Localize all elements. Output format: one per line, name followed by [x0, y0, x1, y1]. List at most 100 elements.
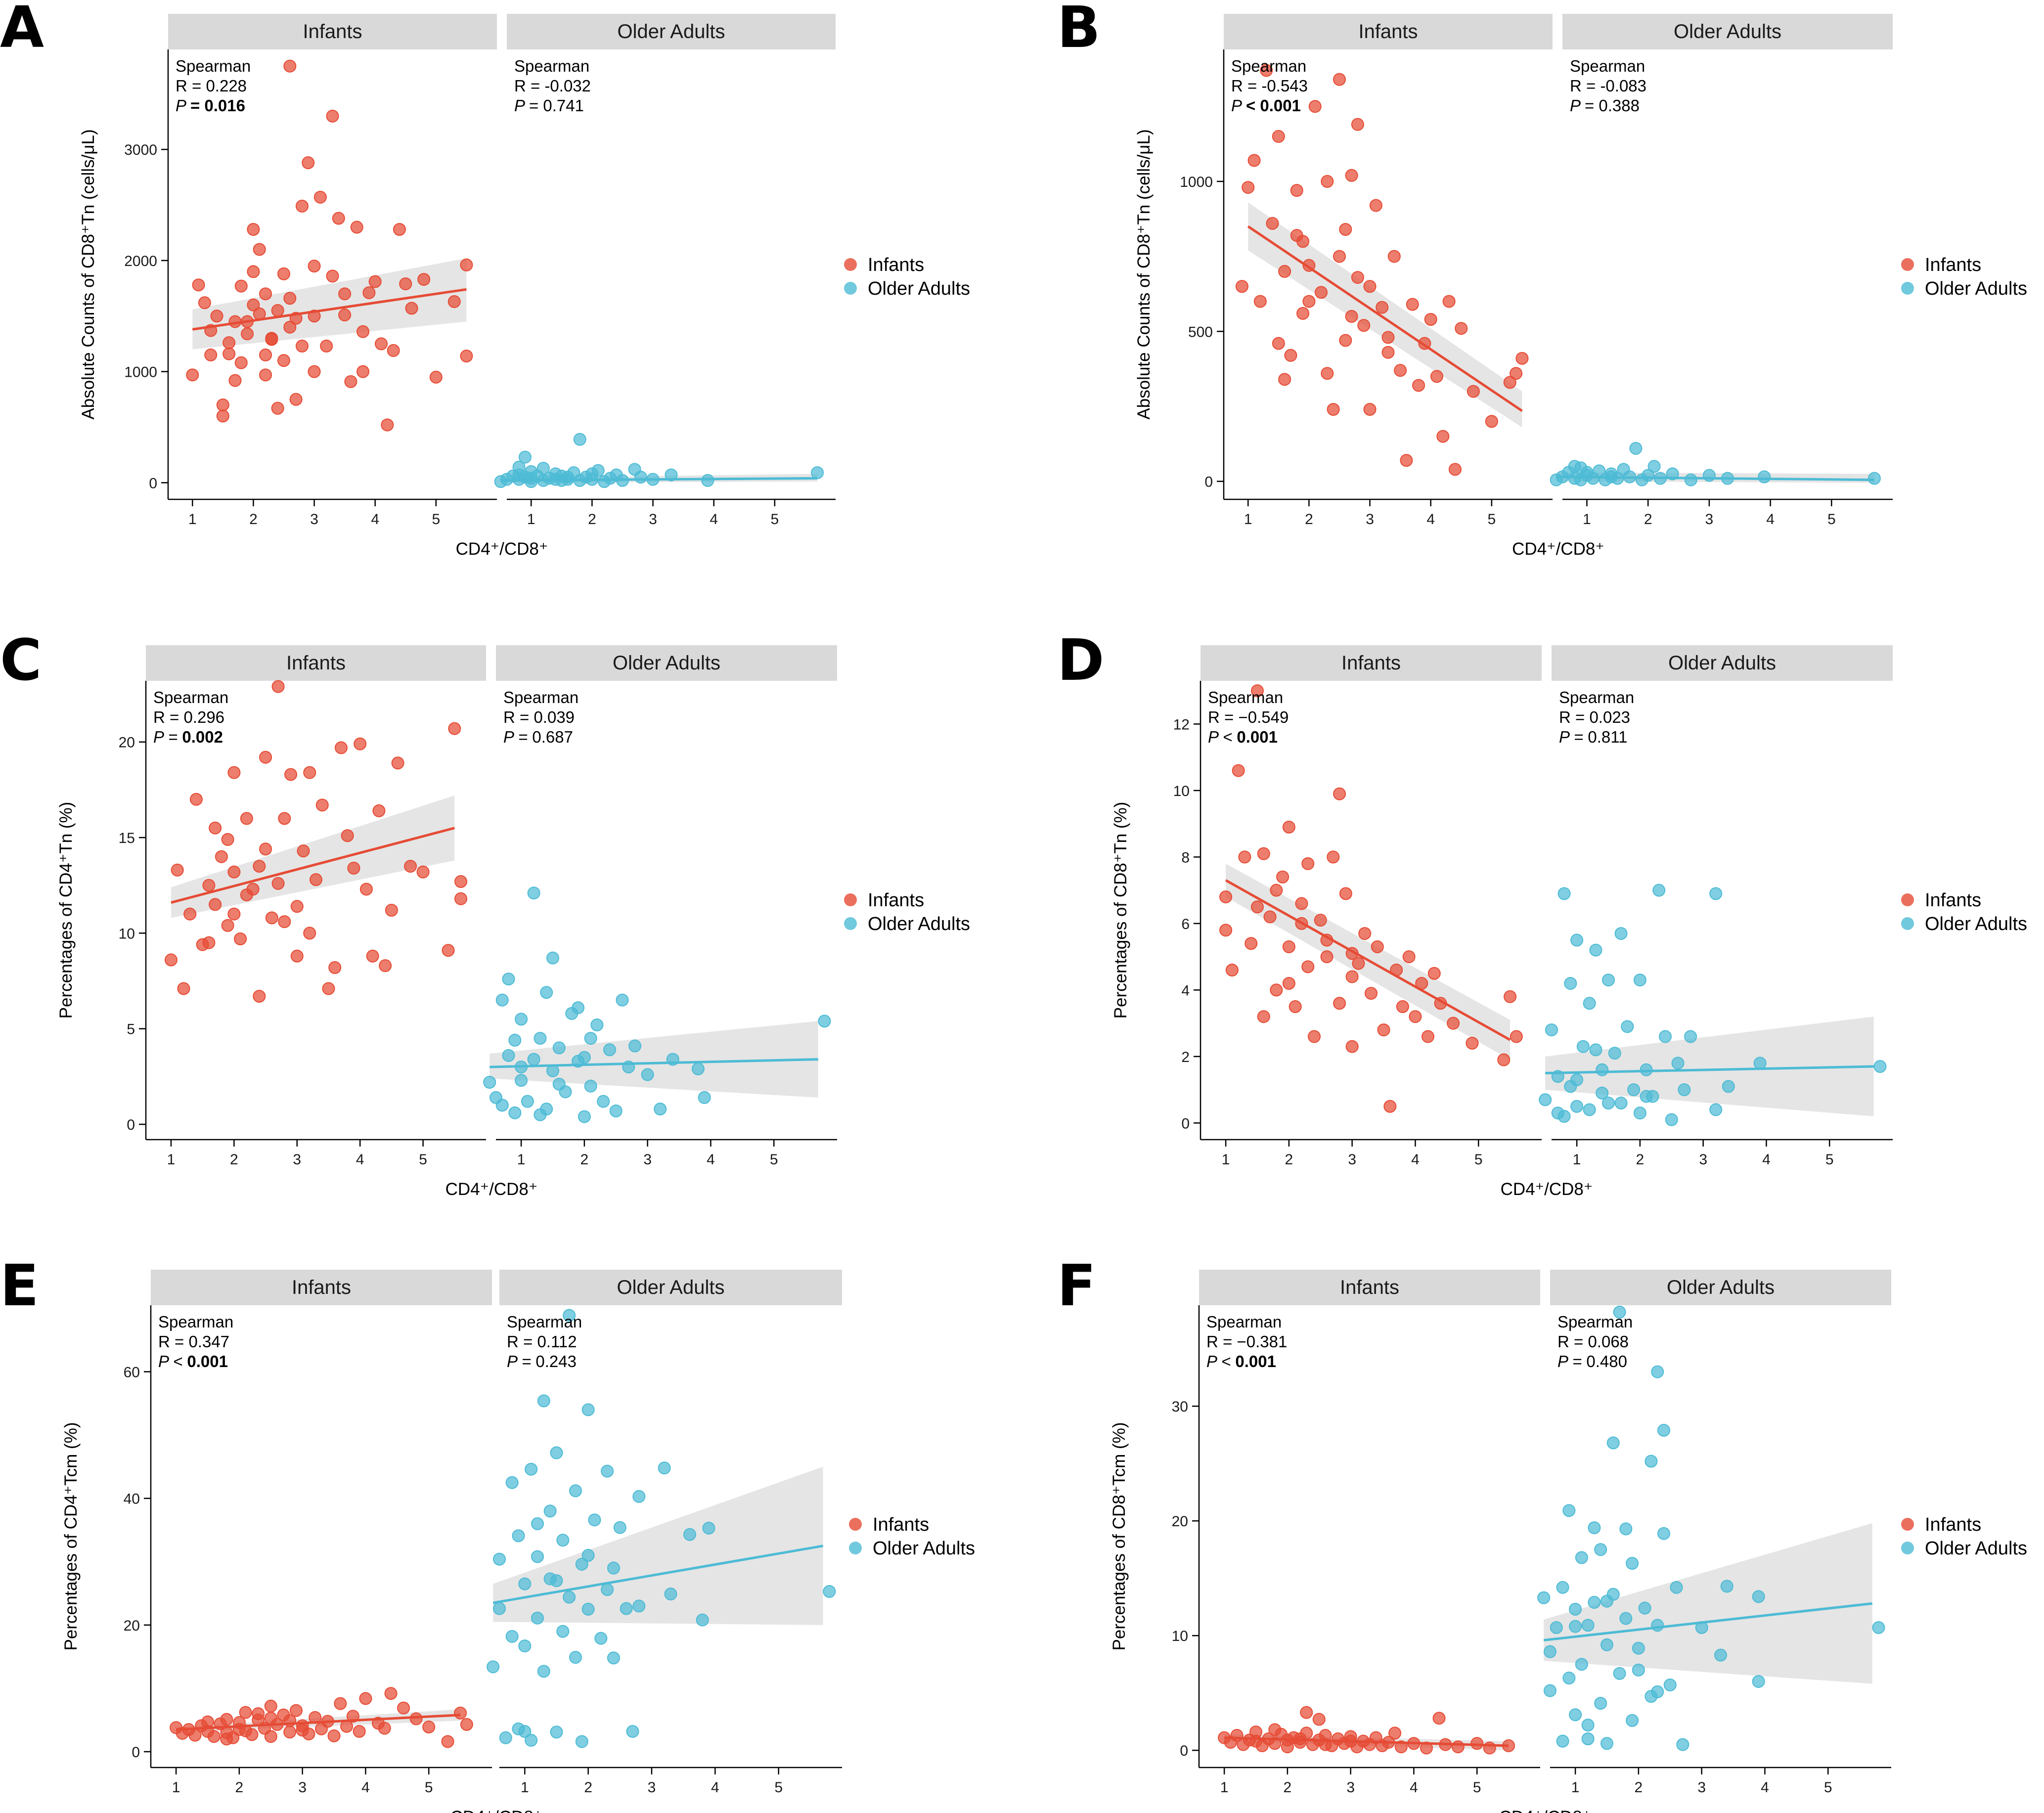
- x-tick-label: 5: [425, 1779, 433, 1796]
- data-point: [241, 327, 254, 341]
- data-point: [1651, 1365, 1664, 1378]
- regression-line: [1543, 1602, 1872, 1641]
- data-point: [1539, 1093, 1552, 1106]
- x-tick-label: 2: [249, 511, 258, 528]
- data-point: [1569, 1620, 1582, 1633]
- panel-letter: B: [1057, 0, 1101, 61]
- data-point: [442, 944, 455, 957]
- legend: Infants Older Adults: [1901, 890, 2027, 934]
- data-point: [283, 292, 297, 305]
- data-point: [572, 1001, 585, 1015]
- data-point: [366, 949, 379, 963]
- data-point: [347, 861, 360, 875]
- data-point: [356, 365, 370, 378]
- y-axis-title: Percentages of CD8⁺Tcm (%): [1110, 1422, 1129, 1651]
- data-point: [1351, 118, 1364, 131]
- data-point: [1867, 472, 1881, 485]
- data-point: [393, 223, 406, 236]
- stat-p: P = 0.016: [176, 96, 245, 115]
- regression-line: [1224, 1736, 1509, 1747]
- x-tick-label: 4: [1762, 1151, 1771, 1168]
- stat-r: R = -0.543: [1231, 77, 1308, 95]
- data-point: [264, 1730, 277, 1743]
- data-point: [454, 892, 468, 905]
- data-point: [334, 741, 348, 754]
- x-tick-label: 4: [361, 1779, 370, 1796]
- data-point: [1424, 313, 1437, 326]
- y-tick-label: 8: [1181, 849, 1190, 866]
- data-point: [499, 1731, 512, 1744]
- x-tick-label: 3: [1346, 1779, 1355, 1796]
- y-tick-label: 10: [1172, 1628, 1188, 1644]
- data-point: [1321, 175, 1334, 188]
- data-point: [550, 1725, 563, 1739]
- data-point: [1632, 1663, 1645, 1677]
- data-point: [216, 398, 229, 412]
- data-point: [303, 927, 316, 940]
- x-tick-label: 5: [771, 511, 779, 528]
- data-point: [1345, 310, 1358, 323]
- x-tick-label: 1: [1222, 1151, 1230, 1168]
- data-point: [1296, 235, 1310, 248]
- legend: Infants Older Adults: [844, 890, 970, 934]
- data-point: [328, 961, 342, 974]
- stat-r: R = 0.296: [153, 708, 224, 726]
- stat-p-value: 0.001: [1237, 728, 1278, 746]
- data-point: [327, 1729, 341, 1742]
- data-point: [1608, 1047, 1621, 1060]
- data-point: [338, 309, 352, 322]
- data-point: [220, 1713, 233, 1726]
- data-point: [487, 1660, 500, 1674]
- stat-p-prefix: P =: [1559, 728, 1588, 746]
- data-point: [584, 1079, 597, 1093]
- data-point: [460, 258, 473, 271]
- stat-p-value: 0.480: [1586, 1352, 1627, 1371]
- legend: Infants Older Adults: [1901, 255, 2027, 299]
- stat-p-prefix: P: [514, 96, 529, 115]
- facet-strip: [507, 14, 836, 49]
- data-point: [207, 1730, 221, 1743]
- data-point: [1570, 1100, 1584, 1113]
- stat-p-value: 0.687: [532, 728, 573, 746]
- data-point: [1300, 1706, 1313, 1719]
- data-point: [1235, 280, 1248, 293]
- data-point: [701, 474, 714, 487]
- data-point: [1544, 1684, 1556, 1697]
- legend-marker: [844, 258, 857, 271]
- data-point: [240, 888, 253, 902]
- data-point: [1447, 1017, 1460, 1030]
- data-point: [334, 1697, 347, 1710]
- data-point: [1327, 850, 1340, 864]
- data-point: [1430, 370, 1444, 383]
- data-point: [1394, 364, 1407, 377]
- y-tick-label: 0: [1180, 1743, 1188, 1759]
- data-point: [620, 1602, 633, 1615]
- legend-label: Older Adults: [873, 1538, 975, 1559]
- data-point: [1345, 169, 1358, 182]
- stat-method: Spearman: [514, 57, 589, 75]
- data-point: [368, 275, 382, 288]
- data-point: [375, 337, 388, 351]
- data-point: [634, 471, 647, 484]
- panel-F: F 0 10 20 30 Percentages of CD8⁺Tcm (%) Infant…: [1057, 1253, 2027, 1813]
- x-tick-label: 1: [521, 1779, 529, 1796]
- data-point: [1257, 847, 1270, 860]
- x-tick-label: 2: [1305, 511, 1313, 528]
- x-tick-label: 3: [1366, 511, 1374, 528]
- legend-label: Older Adults: [1925, 278, 2027, 299]
- facet-strip: [1562, 14, 1893, 49]
- data-point: [1709, 887, 1723, 900]
- data-point: [460, 350, 473, 363]
- legend-marker: [844, 282, 857, 295]
- data-point: [1581, 1732, 1595, 1745]
- legend-label: Infants: [868, 890, 924, 911]
- data-point: [1753, 1057, 1767, 1070]
- data-point: [1442, 295, 1456, 308]
- data-point: [581, 1403, 595, 1416]
- data-point: [1296, 307, 1310, 320]
- regression-line: [489, 1058, 818, 1068]
- data-point: [665, 468, 678, 482]
- data-point: [1600, 1638, 1613, 1651]
